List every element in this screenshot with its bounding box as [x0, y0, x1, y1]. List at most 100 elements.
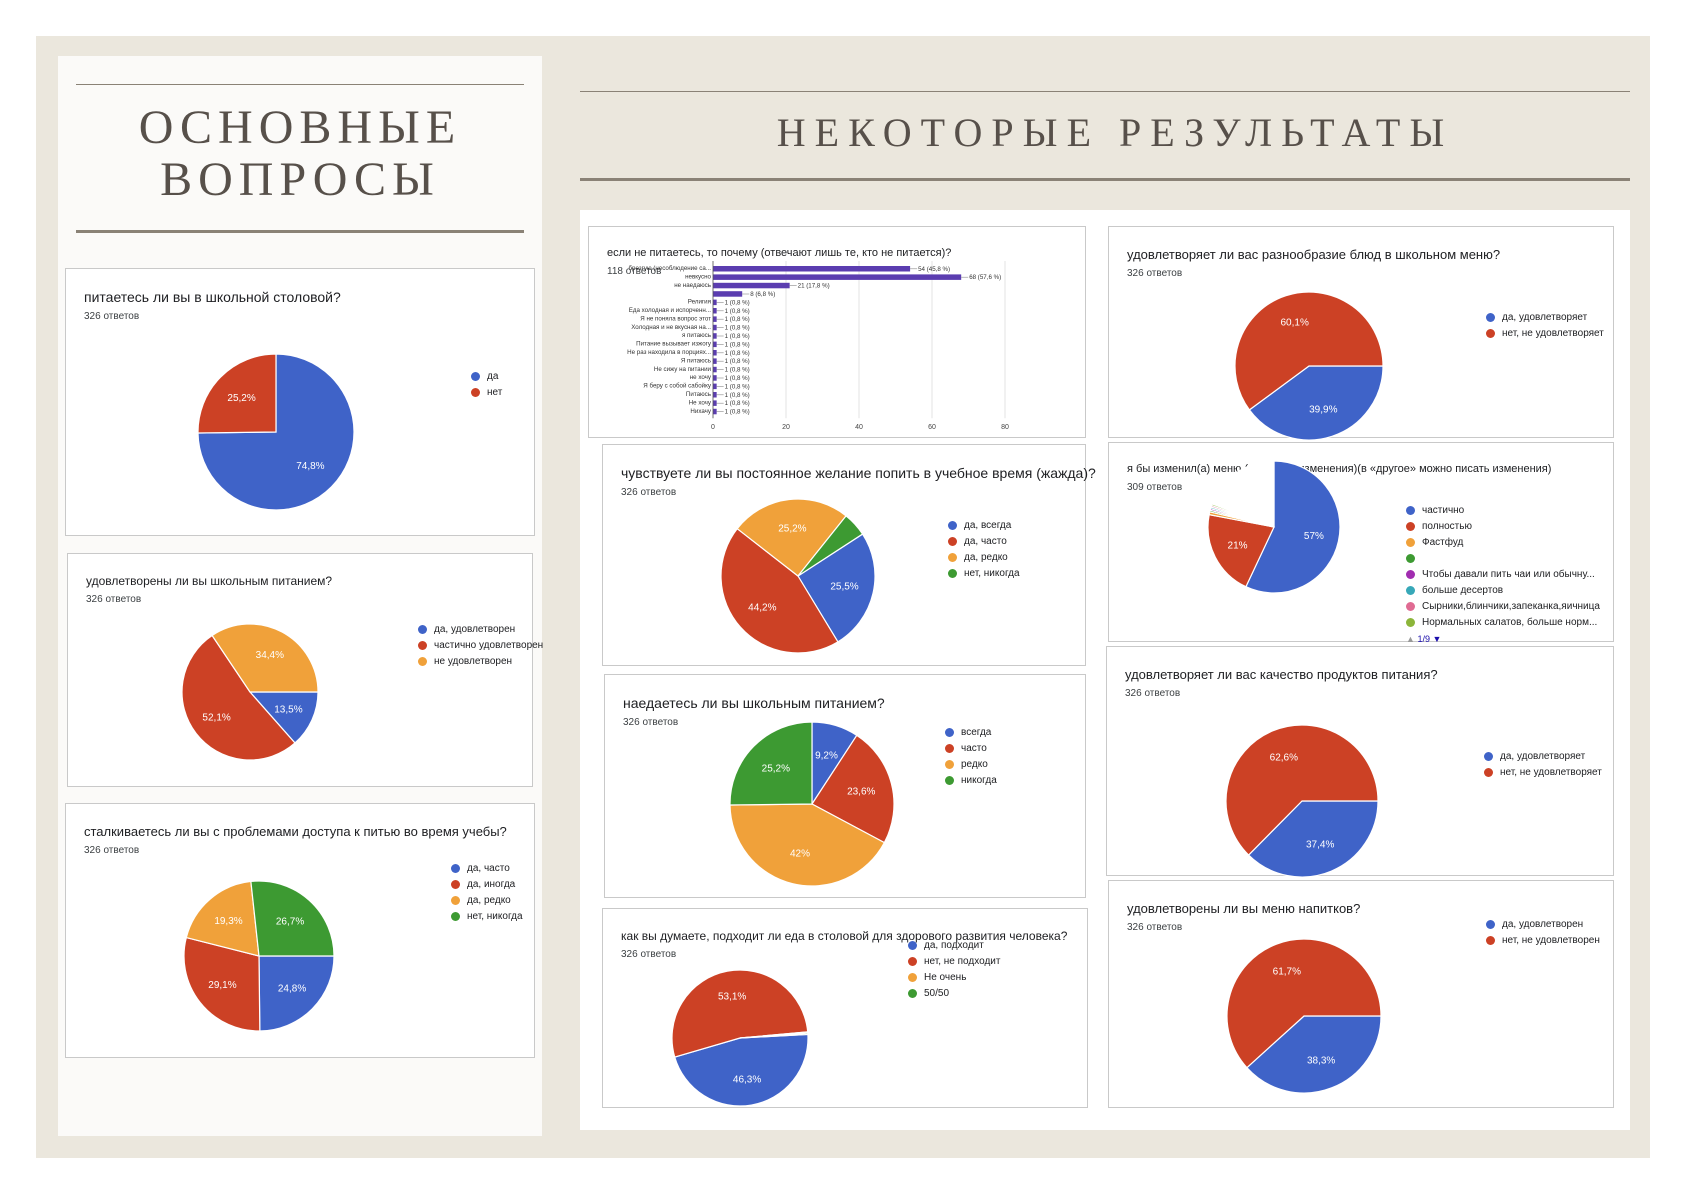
pie-slice-1: [1226, 938, 1382, 1069]
chart-card-thirst: чувствуете ли вы постоянное желание попи…: [602, 444, 1096, 666]
slice-label-0: 57%: [1304, 531, 1324, 542]
bar-3: [713, 291, 743, 297]
pie-chart: 24,8% 29,1% 19,3% 26,7%: [183, 880, 335, 1032]
category-label: не хочу: [690, 374, 712, 381]
legend-item: никогда: [945, 772, 997, 788]
slice-label-2: 42%: [790, 848, 810, 859]
value-label: 54 (45,8 %): [918, 266, 950, 273]
legend-label: полностью: [1422, 520, 1472, 532]
slice-label-0: 46,3%: [733, 1075, 761, 1086]
slice-label-1: 53,1%: [718, 992, 746, 1003]
legend-swatch: [1406, 601, 1415, 611]
legend-item: частично удовлетворен: [418, 637, 543, 653]
slice-label-1: 25,2%: [227, 393, 255, 404]
response-count: 326 ответов: [1127, 922, 1183, 933]
legend-swatch: [908, 972, 917, 982]
legend-item: Фастфуд: [1406, 534, 1600, 550]
legend-label: нет, никогда: [467, 910, 523, 922]
left-heading-line-2: ВОПРОСЫ: [160, 153, 440, 206]
chart-title: удовлетворены ли вы меню напитков?: [1127, 901, 1361, 916]
slice-label-0: 74,8%: [296, 461, 324, 472]
pie-chart: 39,9% 60,1%: [1234, 291, 1384, 441]
legend-swatch: [1486, 919, 1495, 929]
legend-label: да, удовлетворен: [434, 623, 516, 635]
legend-swatch: [451, 911, 460, 921]
legend-label: Фастфуд: [1422, 536, 1464, 548]
left-bottom-rule: [76, 230, 524, 233]
legend-item: всегда: [945, 724, 997, 740]
pie-chart: 46,3% 53,1%: [671, 969, 809, 1107]
legend-label: Чтобы давали пить чаи или обычну...: [1422, 568, 1595, 580]
legend-item: да, редко: [451, 892, 523, 908]
response-count: 326 ответов: [623, 717, 679, 728]
chart-legend: да, всегда да, часто да, редко нет, никогда: [948, 517, 1020, 581]
slice-label-1: 62,6%: [1270, 753, 1298, 764]
slice-label-0: 37,4%: [1306, 839, 1334, 850]
legend-item: редко: [945, 756, 997, 772]
legend-item: нет, никогда: [948, 565, 1020, 581]
bar-14: [713, 383, 717, 390]
pie-chart: 25,5% 44,2% 25,2%: [720, 498, 876, 654]
legend-label: нет: [487, 386, 503, 398]
chart-card-school-canteen: питаетесь ли вы в школьной столовой? 326 …: [65, 268, 535, 536]
pie-chart: 9,2% 23,6% 42% 25,2%: [729, 721, 895, 887]
chart-legend: да, удовлетворяет нет, не удовлетворяет: [1484, 748, 1602, 780]
pie-slice-3: [739, 1032, 809, 1039]
legend-swatch: [1406, 537, 1415, 547]
category-label: Холодная и не вкусная на...: [631, 324, 711, 331]
legend-label: Сырники,блинчики,запеканка,яичница: [1422, 600, 1600, 612]
legend-swatch: [1484, 767, 1493, 777]
legend-swatch: [1406, 521, 1415, 531]
value-label: 1 (0,8 %): [725, 358, 750, 365]
legend-label: частично: [1422, 504, 1465, 516]
legend-label: да, часто: [964, 535, 1007, 547]
legend-swatch: [1406, 505, 1415, 515]
slice-label-2: 34,4%: [256, 650, 284, 661]
category-label: брезгую (несоблюдение са...: [628, 265, 711, 272]
pie-chart: 74,8% 25,2%: [197, 353, 355, 511]
legend-item: больше десертов: [1406, 582, 1600, 598]
category-label: я питаюсь: [682, 332, 711, 339]
category-label: Я питаюсь: [681, 357, 711, 364]
legend-label: нет, никогда: [964, 567, 1020, 579]
legend-label: нет, не подходит: [924, 955, 1001, 967]
pie-chart: 13,5% 52,1% 34,4%: [181, 623, 319, 761]
legend-pager[interactable]: ▲ 1/9 ▼: [1406, 634, 1442, 644]
legend-label: часто: [961, 742, 987, 754]
legend-label: всегда: [961, 726, 992, 738]
legend-swatch: [945, 743, 954, 753]
legend-item: не удовлетворен: [418, 653, 543, 669]
legend-item: да, редко: [948, 549, 1020, 565]
pie-slice-1: [1234, 291, 1384, 411]
category-label: Религия: [688, 299, 711, 306]
value-label: 1 (0,8 %): [725, 375, 750, 382]
value-label: 1 (0,8 %): [725, 308, 750, 315]
right-bottom-rule: [580, 178, 1630, 181]
category-label: Я не поняла вопрос этот: [640, 315, 711, 322]
legend-item: Не очень: [908, 969, 1000, 985]
legend-swatch: [948, 520, 957, 530]
chart-title: если не питаетесь, то почему (отвечают л…: [607, 247, 952, 259]
legend-swatch: [471, 371, 480, 381]
value-label: 1 (0,8 %): [725, 299, 750, 306]
chart-title: наедаетесь ли вы школьным питанием?: [623, 695, 885, 711]
pie-slice-0: [1245, 460, 1341, 594]
legend-label: да: [487, 370, 499, 382]
legend-item: [1406, 550, 1600, 566]
legend-item: часто: [945, 740, 997, 756]
legend-swatch: [1406, 585, 1415, 595]
legend-item: нет, не удовлетворяет: [1486, 325, 1604, 341]
legend-swatch: [908, 988, 917, 998]
chart-title: удовлетворяет ли вас качество продуктов …: [1125, 667, 1438, 682]
category-label: Не раз находила в порциях...: [627, 349, 711, 356]
legend-item: да, удовлетворен: [1486, 916, 1600, 932]
legend-swatch: [471, 387, 480, 397]
category-label: Я беру с собой сабойку: [643, 383, 712, 390]
legend-item: да, всегда: [948, 517, 1020, 533]
legend-label: да, иногда: [467, 878, 516, 890]
category-label: Нихачу: [690, 408, 711, 415]
legend-item: нет, никогда: [451, 908, 523, 924]
bar-0: [713, 266, 911, 272]
legend-item: да, часто: [451, 860, 523, 876]
pie-slice-0: [258, 955, 335, 1032]
